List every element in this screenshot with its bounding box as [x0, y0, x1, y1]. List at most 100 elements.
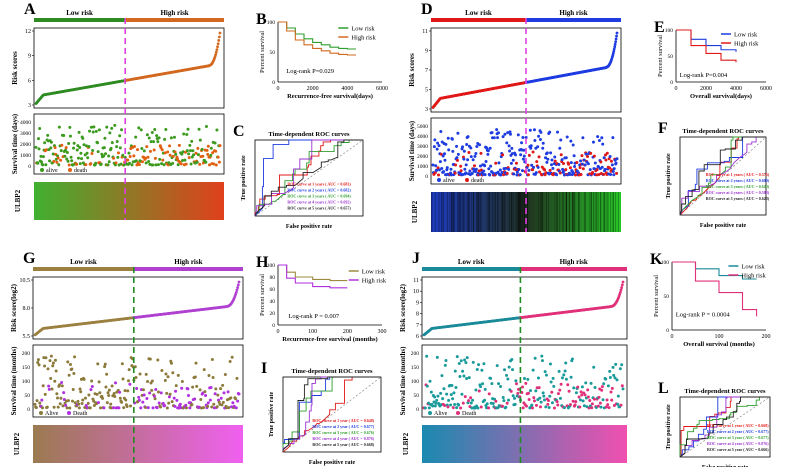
alive-point [563, 369, 567, 373]
roc-ylabel: True positive rate [666, 404, 672, 450]
death-point [222, 391, 226, 395]
alive-point [61, 404, 65, 408]
alive-point [463, 167, 467, 171]
alive-point [513, 396, 517, 400]
roc-legend-label: ROC curve at 1 years ( AUC = 0.576) [706, 172, 770, 177]
alive-point [72, 141, 76, 145]
alive-point [120, 400, 124, 404]
heatmap-stripe [501, 192, 503, 232]
alive-point [471, 360, 475, 364]
alive-point [541, 146, 545, 150]
alive-point [121, 153, 125, 157]
alive-point [60, 384, 64, 388]
heatmap-stripe [459, 192, 461, 232]
alive-point [202, 406, 206, 410]
alive-point [49, 377, 53, 381]
high-risk-label: High risk [160, 9, 188, 17]
alive-point [489, 164, 493, 168]
alive-point [88, 406, 92, 410]
alive-point [43, 364, 47, 368]
risk-ytick: 9 [416, 300, 419, 306]
alive-point [520, 169, 524, 173]
risk-ytick: 6 [416, 334, 419, 340]
alive-point [482, 362, 486, 366]
death-point [610, 386, 614, 390]
risk-ytick: 9 [425, 49, 428, 55]
death-point [477, 169, 481, 173]
alive-point [442, 170, 446, 174]
alive-point [137, 126, 141, 130]
alive-point [124, 398, 128, 402]
death-point [602, 172, 606, 176]
death-point [562, 162, 566, 166]
alive-point [455, 144, 459, 148]
alive-point [608, 376, 612, 380]
alive-point [593, 386, 597, 390]
death-point [137, 163, 141, 167]
alive-point [216, 393, 220, 397]
death-point [501, 153, 505, 157]
alive-point [194, 361, 198, 365]
death-point [152, 394, 156, 398]
roc-legend-label: ROC curve at 5 year ( AUC = 0.668) [312, 442, 374, 447]
risk-point [217, 39, 221, 42]
alive-point [105, 125, 109, 129]
roc-legend-label: ROC curve at 1 year ( AUC = 0.668) [707, 423, 769, 428]
risk-point [614, 40, 618, 44]
heatmap-stripe [518, 192, 520, 232]
km-xtick: 0 [675, 86, 678, 92]
death-point [608, 166, 612, 170]
alive-point [45, 405, 49, 409]
alive-point [511, 158, 515, 162]
legend-death-marker [67, 411, 71, 415]
death-point [168, 144, 172, 148]
alive-point [606, 384, 610, 388]
heatmap-stripe [559, 192, 561, 232]
roc-curve [679, 396, 770, 458]
heatmap-stripe [508, 192, 510, 232]
death-point [64, 146, 68, 150]
alive-point [562, 373, 566, 377]
alive-point [445, 166, 449, 170]
death-point [148, 149, 152, 153]
alive-point [118, 134, 122, 138]
panel-H: H Percent survival Recurrence-free surviva… [256, 254, 387, 343]
alive-point [463, 358, 467, 362]
alive-point [582, 404, 586, 408]
alive-point [435, 147, 439, 151]
alive-point [451, 397, 455, 401]
alive-point [92, 404, 96, 408]
alive-point [579, 159, 583, 163]
alive-point [517, 167, 521, 171]
alive-point [56, 396, 60, 400]
alive-point [553, 155, 557, 159]
panel-letter: C [233, 123, 245, 140]
alive-point [164, 127, 168, 131]
death-point [515, 382, 519, 386]
alive-point [581, 399, 585, 403]
km-xtick: 0 [671, 334, 674, 340]
death-point [463, 395, 467, 399]
alive-point [211, 375, 215, 379]
death-point [596, 404, 600, 408]
alive-point [569, 139, 573, 143]
alive-point [199, 398, 203, 402]
alive-point [466, 158, 470, 162]
alive-point [528, 389, 532, 393]
panel-K: K Percent survival Overall survival (month… [650, 251, 771, 348]
alive-point [518, 173, 522, 177]
alive-point [508, 132, 512, 136]
death-point [459, 164, 463, 168]
alive-point [196, 153, 200, 157]
alive-point [36, 161, 40, 165]
heatmap-stripe [596, 192, 597, 232]
alive-point [462, 157, 466, 161]
alive-point [144, 161, 148, 165]
alive-point [450, 384, 454, 388]
survival-ytick: 3000 [20, 131, 31, 137]
alive-point [220, 403, 224, 407]
low-risk-label: Low risk [70, 258, 97, 266]
survival-ylabel: Survival time (months) [10, 346, 18, 416]
death-point [198, 162, 202, 166]
death-point [47, 387, 51, 391]
